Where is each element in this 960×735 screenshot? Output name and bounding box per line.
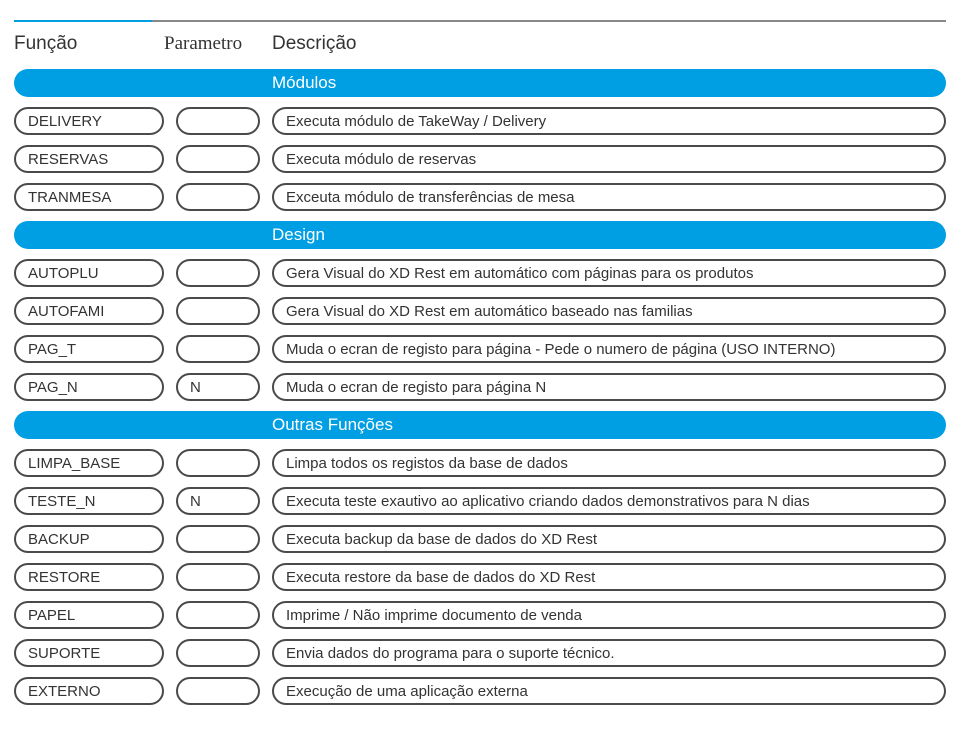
desc-cell: Exceuta módulo de transferências de mesa	[272, 183, 946, 211]
param-cell	[176, 563, 260, 591]
table-row: DELIVERY Executa módulo de TakeWay / Deli…	[14, 107, 946, 135]
table-row: EXTERNO Execução de uma aplicação externa	[14, 677, 946, 705]
param-cell: N	[176, 373, 260, 401]
header-parametro: Parametro	[164, 33, 272, 55]
desc-cell: Executa backup da base de dados do XD Re…	[272, 525, 946, 553]
desc-cell: Limpa todos os registos da base de dados	[272, 449, 946, 477]
table-row: AUTOFAMI Gera Visual do XD Rest em automá…	[14, 297, 946, 325]
table-row: PAG_T Muda o ecran de registo para página…	[14, 335, 946, 363]
table-row: PAPEL Imprime / Não imprime documento de …	[14, 601, 946, 629]
param-cell	[176, 107, 260, 135]
param-cell	[176, 601, 260, 629]
desc-cell: Gera Visual do XD Rest em automático com…	[272, 259, 946, 287]
func-cell: PAG_N	[14, 373, 164, 401]
func-cell: AUTOFAMI	[14, 297, 164, 325]
func-cell: RESERVAS	[14, 145, 164, 173]
table-row: SUPORTE Envia dados do programa para o su…	[14, 639, 946, 667]
func-cell: EXTERNO	[14, 677, 164, 705]
table-row: TRANMESA Exceuta módulo de transferências…	[14, 183, 946, 211]
func-cell: TESTE_N	[14, 487, 164, 515]
func-cell: DELIVERY	[14, 107, 164, 135]
func-cell: TRANMESA	[14, 183, 164, 211]
func-cell: AUTOPLU	[14, 259, 164, 287]
desc-cell: Executa módulo de reservas	[272, 145, 946, 173]
desc-cell: Envia dados do programa para o suporte t…	[272, 639, 946, 667]
desc-cell: Muda o ecran de registo para página - Pe…	[272, 335, 946, 363]
param-cell	[176, 525, 260, 553]
func-cell: PAPEL	[14, 601, 164, 629]
param-cell	[176, 297, 260, 325]
param-cell	[176, 677, 260, 705]
param-cell	[176, 145, 260, 173]
desc-cell: Executa módulo de TakeWay / Delivery	[272, 107, 946, 135]
section-header: Módulos	[14, 69, 946, 97]
param-cell	[176, 335, 260, 363]
section-header: Outras Funções	[14, 411, 946, 439]
func-cell: SUPORTE	[14, 639, 164, 667]
desc-cell: Executa restore da base de dados do XD R…	[272, 563, 946, 591]
header-descricao: Descrição	[272, 33, 356, 55]
func-cell: BACKUP	[14, 525, 164, 553]
func-cell: PAG_T	[14, 335, 164, 363]
sections-container: Módulos DELIVERY Executa módulo de TakeWay…	[14, 69, 946, 705]
desc-cell: Muda o ecran de registo para página N	[272, 373, 946, 401]
header-funcao: Função	[14, 33, 164, 55]
desc-cell: Gera Visual do XD Rest em automático bas…	[272, 297, 946, 325]
func-cell: RESTORE	[14, 563, 164, 591]
table-row: LIMPA_BASE Limpa todos os registos da bas…	[14, 449, 946, 477]
section-header: Design	[14, 221, 946, 249]
table-row: PAG_N N Muda o ecran de registo para págin…	[14, 373, 946, 401]
top-rule	[14, 20, 946, 23]
param-cell	[176, 259, 260, 287]
param-cell	[176, 639, 260, 667]
desc-cell: Execução de uma aplicação externa	[272, 677, 946, 705]
table-row: RESTORE Executa restore da base de dados …	[14, 563, 946, 591]
func-cell: LIMPA_BASE	[14, 449, 164, 477]
column-headers: Função Parametro Descrição	[14, 33, 946, 55]
param-cell: N	[176, 487, 260, 515]
table-row: BACKUP Executa backup da base de dados do…	[14, 525, 946, 553]
table-row: TESTE_N N Executa teste exautivo ao aplica…	[14, 487, 946, 515]
desc-cell: Imprime / Não imprime documento de venda	[272, 601, 946, 629]
param-cell	[176, 183, 260, 211]
param-cell	[176, 449, 260, 477]
table-row: AUTOPLU Gera Visual do XD Rest em automát…	[14, 259, 946, 287]
table-row: RESERVAS Executa módulo de reservas	[14, 145, 946, 173]
desc-cell: Executa teste exautivo ao aplicativo cri…	[272, 487, 946, 515]
